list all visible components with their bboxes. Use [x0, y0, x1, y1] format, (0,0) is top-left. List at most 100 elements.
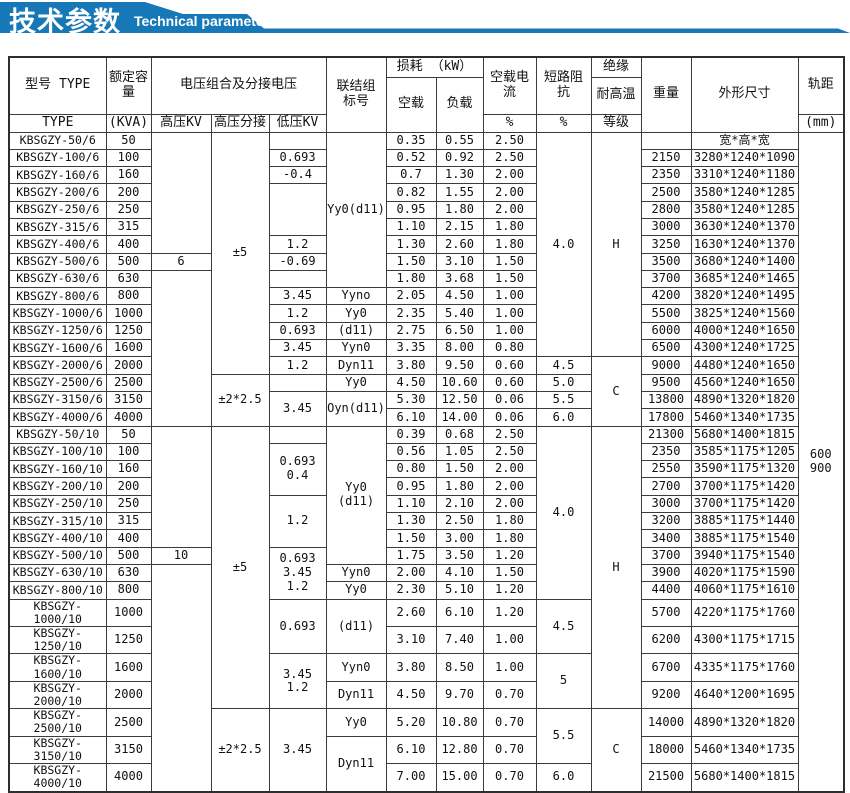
table-row: KBSGZY-100/10 100 0.693 0.4 0.56 1.05 2.50 235…	[8, 442, 844, 496]
table-cell: 1.20	[482, 546, 537, 565]
table-cell: 3.80	[385, 653, 437, 682]
table-cell: 3.68	[435, 269, 484, 289]
table-cell: 4300*1240*1725	[690, 339, 799, 358]
header-cell: 外形尺寸	[690, 56, 799, 133]
table-row: KBSGZY-200/6 200 0.82 1.55 2.00 2500 3580*1240…	[8, 183, 844, 237]
table-cell: 2.35	[385, 304, 437, 323]
table-cell: KBSGZY-250/10	[8, 494, 107, 514]
table-cell: 200	[105, 183, 152, 202]
table-cell: 1.50	[385, 529, 437, 548]
table-cell: 3900	[640, 563, 692, 583]
table-cell: -0.4	[268, 166, 327, 185]
table-cell: KBSGZY-100/6	[8, 148, 107, 168]
table-cell: 6000	[640, 321, 692, 341]
header-cell: 额定容量	[105, 56, 152, 115]
table-cell: 315	[105, 512, 152, 531]
table-cell: Yy0	[325, 708, 387, 737]
table-cell: 15.00	[435, 763, 484, 793]
table-cell: 2.00	[482, 494, 537, 514]
table-cell: KBSGZY-160/6	[8, 166, 107, 185]
table-cell: Dyn11	[325, 680, 387, 710]
table-cell: 3310*1240*1180	[690, 166, 799, 185]
table-row: KBSGZY-160/10 160 0.80 1.50 2.00 2550 3590*117…	[8, 460, 844, 479]
header-cell: %	[482, 113, 537, 133]
table-cell: 1.55	[435, 183, 484, 202]
table-cell: 4.50	[385, 680, 437, 710]
table-cell: ±2*2.5	[210, 708, 270, 793]
table-cell: 1.2	[268, 494, 327, 548]
table-row: KBSGZY-3150/6 3150 3.45 Oyn(d11) 5.30 12.50 0.…	[8, 390, 844, 427]
table-cell: 9.70	[435, 680, 484, 710]
table-cell: 21300	[640, 425, 692, 444]
table-cell: KBSGZY-1000/6	[8, 304, 107, 323]
table-cell: 0.80	[385, 460, 437, 479]
table-cell: 14000	[640, 708, 692, 737]
table-cell: 6700	[640, 653, 692, 682]
table-cell: 0.7	[385, 166, 437, 185]
table-row: KBSGZY-250/10 250 1.2 1.10 2.10 2.00 3000 3700*…	[8, 494, 844, 548]
table-cell: 3.45	[268, 708, 327, 793]
table-cell: 2.15	[435, 217, 484, 237]
table-cell	[150, 131, 212, 254]
table-cell: 9200	[640, 680, 692, 710]
table-row: KBSGZY-1000/6 1000 1.2 Yy0 2.35 5.40 1.00 5500 3…	[8, 304, 844, 323]
table-cell: 0.52	[385, 148, 437, 168]
table-cell: 1.2	[268, 356, 327, 375]
table-cell: KBSGZY-2000/6	[8, 356, 107, 375]
table-cell: 1.80	[385, 269, 437, 289]
table-cell: KBSGZY-315/6	[8, 217, 107, 237]
header-cell: 高压分接	[210, 113, 270, 133]
table-cell: KBSGZY-500/6	[8, 252, 107, 271]
table-cell: KBSGZY-50/10	[8, 425, 107, 444]
table-cell: 5.30	[385, 390, 437, 410]
table-cell: 2500	[105, 708, 152, 737]
table-cell: 1630*1240*1370	[690, 235, 799, 254]
table-cell: 4000	[105, 408, 152, 427]
table-cell: 6.0	[535, 763, 592, 793]
table-cell: KBSGZY-4000/10	[8, 763, 107, 793]
table-cell: Yyn0	[325, 339, 387, 358]
table-cell: 5.5	[535, 390, 592, 410]
table-cell: 2.00	[482, 460, 537, 479]
table-cell: 200	[105, 477, 152, 496]
table-cell: 3685*1240*1465	[690, 269, 799, 289]
table-cell: 2.60	[435, 235, 484, 254]
table-cell: 1.30	[435, 166, 484, 185]
table-cell: 3.45	[268, 339, 327, 358]
table-cell: 0.693 0.4	[268, 442, 327, 496]
table-cell: C	[590, 708, 642, 793]
table-cell: 400	[105, 529, 152, 548]
table-cell: 0.06	[482, 390, 537, 410]
table-cell: 4.0	[535, 131, 592, 358]
table-cell: 500	[105, 546, 152, 565]
table-cell: 1.00	[482, 321, 537, 341]
table-cell: 2350	[640, 166, 692, 185]
table-cell: 1.80	[482, 512, 537, 531]
table-row: KBSGZY-2000/10 2000 Dyn11 4.50 9.70 0.70 9200 4…	[8, 680, 844, 710]
header-cell: 型号 TYPE	[8, 56, 107, 115]
table-row: KBSGZY-200/10 200 0.95 1.80 2.00 2700 3700*117…	[8, 477, 844, 496]
table-cell: 2.10	[435, 494, 484, 514]
table-cell: 3500	[640, 252, 692, 271]
header-cell: 等级	[590, 113, 642, 133]
table-row: KBSGZY-800/10 800 Yy0 2.30 5.10 1.20 4400 4060*…	[8, 581, 844, 600]
table-cell: KBSGZY-200/10	[8, 477, 107, 496]
table-cell: 630	[105, 269, 152, 289]
table-cell: 5500	[640, 304, 692, 323]
table-head: 型号 TYPE 额定容量 电压组合及分接电压 联结组 标号 损耗 （kW） 空载电 流短路…	[8, 56, 845, 133]
table-cell: 2.50	[435, 512, 484, 531]
table-cell: 4300*1175*1715	[690, 625, 799, 655]
table-cell	[268, 131, 327, 150]
table-cell: 250	[105, 494, 152, 514]
table-cell: 2.60	[385, 598, 437, 627]
table-cell: 400	[105, 235, 152, 254]
table-row: KBSGZY-250/6 250 0.95 1.80 2.00 2800 3580*1240…	[8, 200, 844, 219]
table-cell: 250	[105, 200, 152, 219]
table-cell: KBSGZY-1600/6	[8, 339, 107, 358]
table-cell: 3.10	[435, 252, 484, 271]
table-cell: KBSGZY-315/10	[8, 512, 107, 531]
table-cell: 1.30	[385, 235, 437, 254]
header-cell: 短路阻 抗	[535, 56, 592, 115]
table-cell: 1.50	[482, 269, 537, 289]
table-cell: 2500	[105, 373, 152, 392]
